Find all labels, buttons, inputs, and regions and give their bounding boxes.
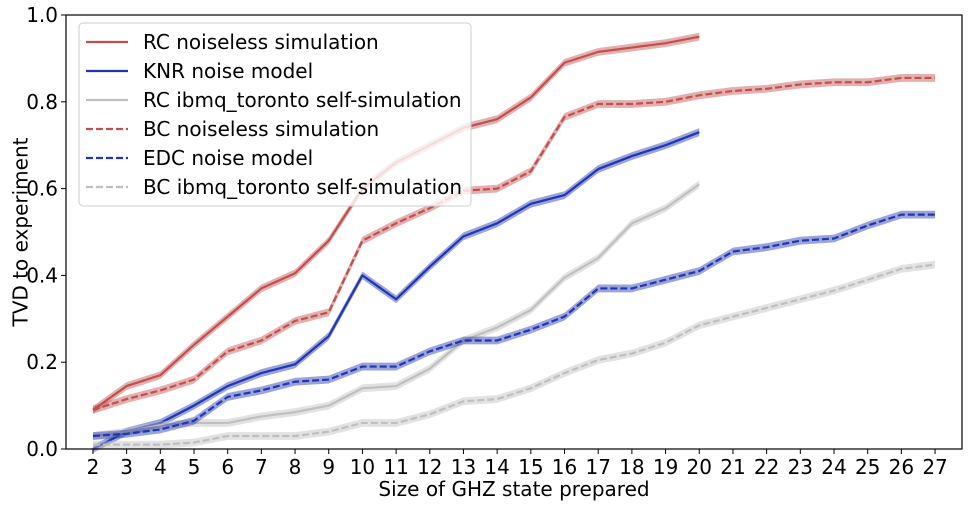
series-5-band (92, 210, 936, 440)
x-tick-label: 20 (687, 455, 712, 479)
x-tick-label: 22 (754, 455, 779, 479)
legend-box (78, 22, 472, 207)
legend-label: BC noiseless simulation (143, 117, 379, 141)
x-tick-label: 24 (821, 455, 846, 479)
x-tick-label: 23 (788, 455, 813, 479)
legend: RC noiseless simulation KNR noise model RC… (78, 22, 472, 207)
series-layer (92, 32, 936, 453)
x-tick-label: 16 (552, 455, 577, 479)
legend-label: RC noiseless simulation (143, 30, 379, 54)
y-tick-label: 0.4 (26, 263, 58, 287)
series-3-line (92, 183, 700, 438)
x-tick-label: 18 (619, 455, 644, 479)
series-2 (92, 128, 700, 453)
legend-label: KNR noise model (143, 59, 313, 83)
x-tick-label: 14 (484, 455, 509, 479)
y-tick-label: 1.0 (26, 3, 58, 27)
x-tick-label: 21 (720, 455, 745, 479)
x-tick-label: 12 (417, 455, 442, 479)
x-tick-label: 17 (585, 455, 610, 479)
plot-area-frame (65, 14, 963, 450)
y-tick-label: 0.8 (26, 90, 58, 114)
series-4-line (92, 76, 936, 411)
x-tick-label: 5 (188, 455, 201, 479)
series-4 (92, 74, 936, 414)
x-tick-label: 26 (889, 455, 914, 479)
series-6-line (92, 263, 936, 446)
series-6 (92, 260, 936, 449)
x-tick-label: 11 (383, 455, 408, 479)
x-tick-label: 7 (255, 455, 268, 479)
series-3 (92, 180, 700, 440)
y-tick-label: 0.6 (26, 177, 58, 201)
y-tick-label: 0.2 (26, 350, 58, 374)
series-5 (92, 210, 936, 440)
x-tick-label: 9 (322, 455, 335, 479)
x-tick-label: 3 (120, 455, 133, 479)
x-tick-label: 19 (653, 455, 678, 479)
x-tick-label: 2 (87, 455, 100, 479)
x-tick-label: 4 (154, 455, 167, 479)
legend-label: RC ibmq_toronto self-simulation (143, 88, 462, 112)
x-tick-label: 25 (855, 455, 880, 479)
series-3-band (92, 180, 700, 440)
x-axis: 2 3 4 5 6 7 8 9 10 11 12 13 14 15 16 17 18 19 20 21 22 23 24 25… (87, 449, 948, 479)
x-tick-label: 8 (289, 455, 302, 479)
legend-label: EDC noise model (143, 146, 313, 170)
x-axis-label: Size of GHZ state prepared (378, 477, 649, 501)
series-1-band (92, 32, 700, 414)
legend-label: BC ibmq_toronto self-simulation (143, 175, 462, 199)
x-tick-label: 6 (221, 455, 234, 479)
x-tick-label: 27 (922, 455, 947, 479)
y-tick-label: 0.0 (26, 437, 58, 461)
y-axis: 0.0 0.2 0.4 0.6 0.8 1.0 (26, 3, 66, 461)
y-axis-label: TVD to experiment (9, 137, 33, 327)
x-tick-label: 10 (350, 455, 375, 479)
series-2-line (92, 131, 700, 450)
x-tick-label: 15 (518, 455, 543, 479)
x-tick-label: 13 (451, 455, 476, 479)
series-5-line (92, 213, 936, 438)
